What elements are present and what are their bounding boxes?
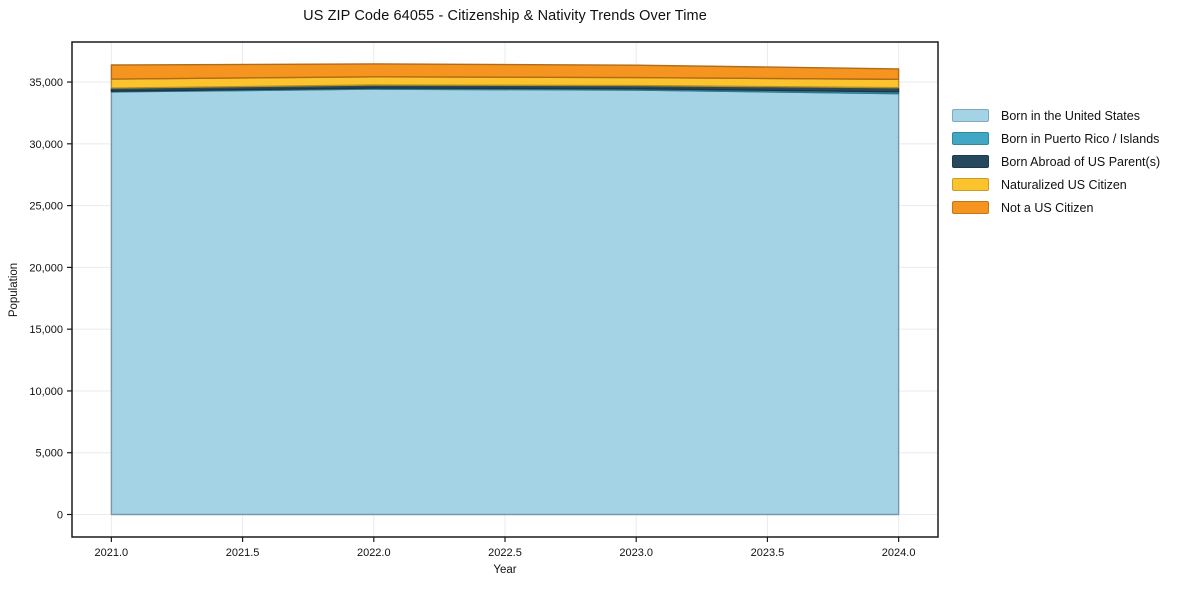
chart-title: US ZIP Code 64055 - Citizenship & Nativi… <box>303 8 707 24</box>
tick-label-y: 15,000 <box>29 324 63 336</box>
legend-swatch <box>952 178 989 191</box>
legend-label: Born in Puerto Rico / Islands <box>1001 131 1160 146</box>
tick-label-x: 2023.0 <box>619 547 653 559</box>
tick-label-y: 30,000 <box>29 139 63 151</box>
legend-swatch <box>952 132 989 145</box>
tick-label-x: 2021.0 <box>95 547 129 559</box>
area-series <box>110 63 900 80</box>
legend-label: Born Abroad of US Parent(s) <box>1001 154 1161 169</box>
tick-label-x: 2021.5 <box>226 547 260 559</box>
legend-item: Not a US Citizen <box>952 196 1160 219</box>
legend-item: Born in Puerto Rico / Islands <box>952 127 1160 150</box>
legend-swatch <box>952 155 989 168</box>
tick-label-x: 2024.0 <box>882 547 916 559</box>
tick-label-y: 10,000 <box>29 386 63 398</box>
legend-swatch <box>952 201 989 214</box>
legend-label: Not a US Citizen <box>1001 200 1094 215</box>
tick-label-y: 0 <box>57 510 63 522</box>
tick-label-y: 20,000 <box>29 262 63 274</box>
tick-label-y: 25,000 <box>29 201 63 213</box>
legend-label: Born in the United States <box>1001 108 1140 123</box>
legend-label: Naturalized US Citizen <box>1001 177 1127 192</box>
legend-swatch <box>952 109 989 122</box>
legend-item: Naturalized US Citizen <box>952 173 1160 196</box>
tick-label-x: 2022.5 <box>488 547 522 559</box>
tick-label-x: 2022.0 <box>357 547 391 559</box>
legend-item: Born Abroad of US Parent(s) <box>952 150 1160 173</box>
legend: Born in the United States Born in Puerto … <box>952 104 1160 219</box>
x-axis-label: Year <box>493 564 517 576</box>
area-series <box>110 88 900 516</box>
y-axis-label: Population <box>8 262 20 318</box>
tick-label-y: 35,000 <box>29 77 63 89</box>
tick-label-x: 2023.5 <box>751 547 785 559</box>
tick-label-y: 5,000 <box>35 448 63 460</box>
legend-item: Born in the United States <box>952 104 1160 127</box>
